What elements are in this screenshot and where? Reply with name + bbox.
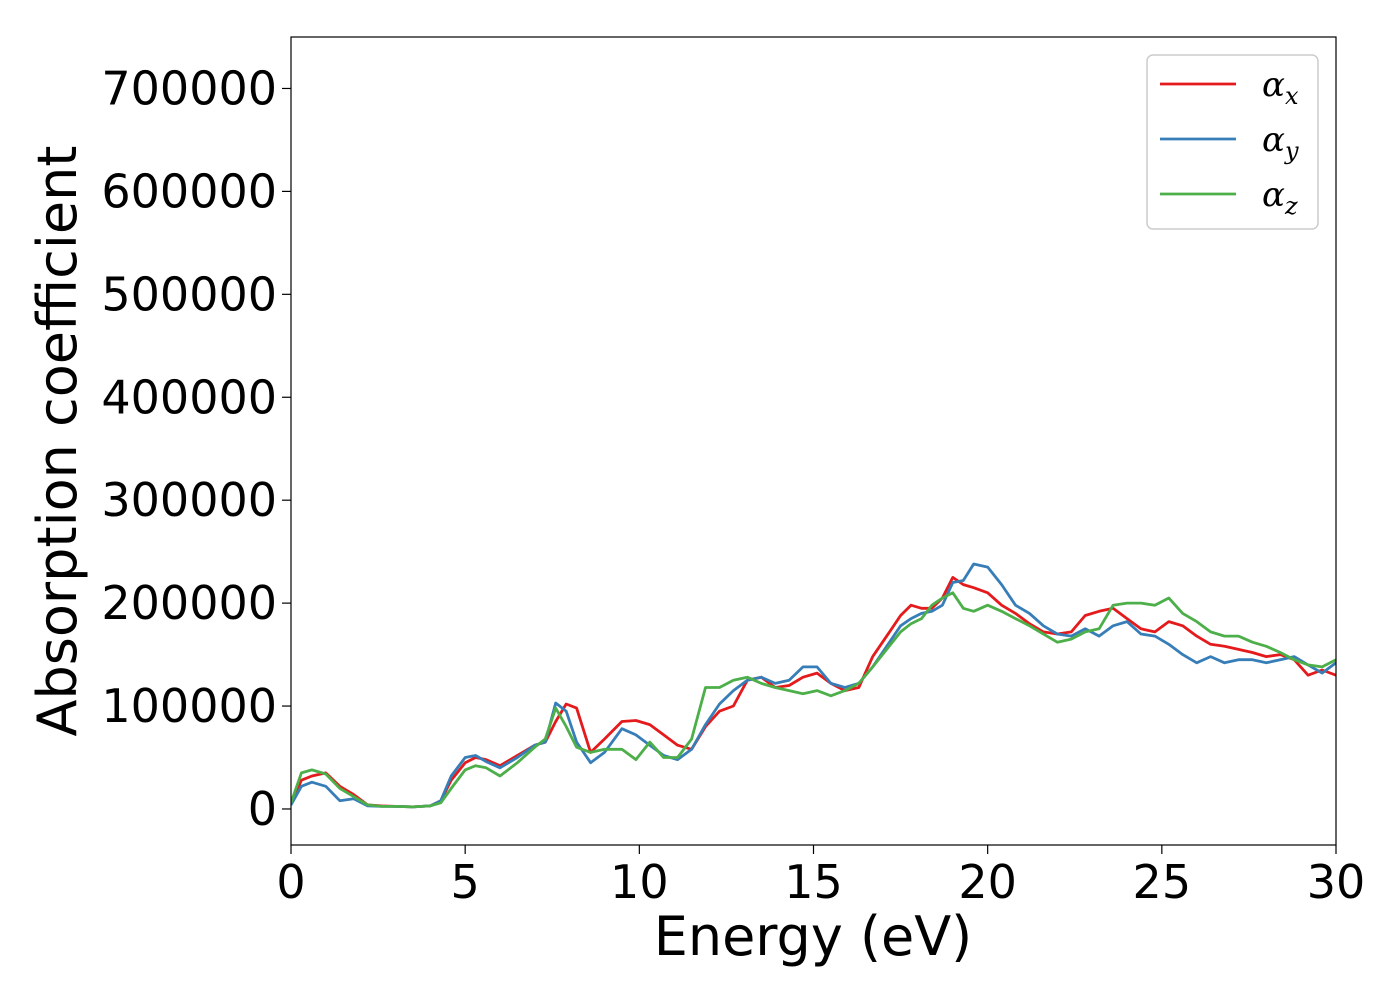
y-axis: 0 100000 200000 300000 400000 500000 600000 700… (101, 61, 291, 836)
y-tick-label: 600000 (101, 164, 277, 218)
x-tick-label: 5 (451, 855, 480, 909)
series-line-y (291, 562, 1336, 809)
x-tick-label: 0 (276, 855, 305, 909)
x-tick-label: 15 (784, 855, 843, 909)
legend-label-z: αz (1262, 175, 1298, 220)
legend-label-y: αy (1262, 120, 1299, 165)
legend: αx αy αz (1146, 54, 1319, 230)
y-tick-label: 300000 (101, 473, 277, 527)
y-tick-label: 0 (248, 782, 277, 836)
x-axis: 0 5 10 15 20 25 30 (276, 845, 1365, 909)
y-tick-label: 100000 (101, 679, 277, 733)
y-tick-label: 500000 (101, 267, 277, 321)
legend-items: αx αy αz (1160, 65, 1299, 220)
legend-label-x: αx (1262, 65, 1299, 110)
y-tick-label: 400000 (101, 370, 277, 424)
x-tick-label: 10 (610, 855, 669, 909)
y-axis-label: Absorption coefficient (26, 146, 89, 737)
x-tick-label: 30 (1307, 855, 1366, 909)
x-axis-label: Energy (eV) (654, 905, 973, 968)
legend-box (1146, 54, 1319, 230)
x-tick-label: 25 (1133, 855, 1192, 909)
series-line-x (291, 576, 1336, 809)
x-tick-label: 20 (958, 855, 1017, 909)
series-line-z (291, 591, 1336, 809)
y-tick-label: 200000 (101, 576, 277, 630)
y-tick-label: 700000 (101, 61, 277, 115)
series-layer (291, 562, 1336, 809)
